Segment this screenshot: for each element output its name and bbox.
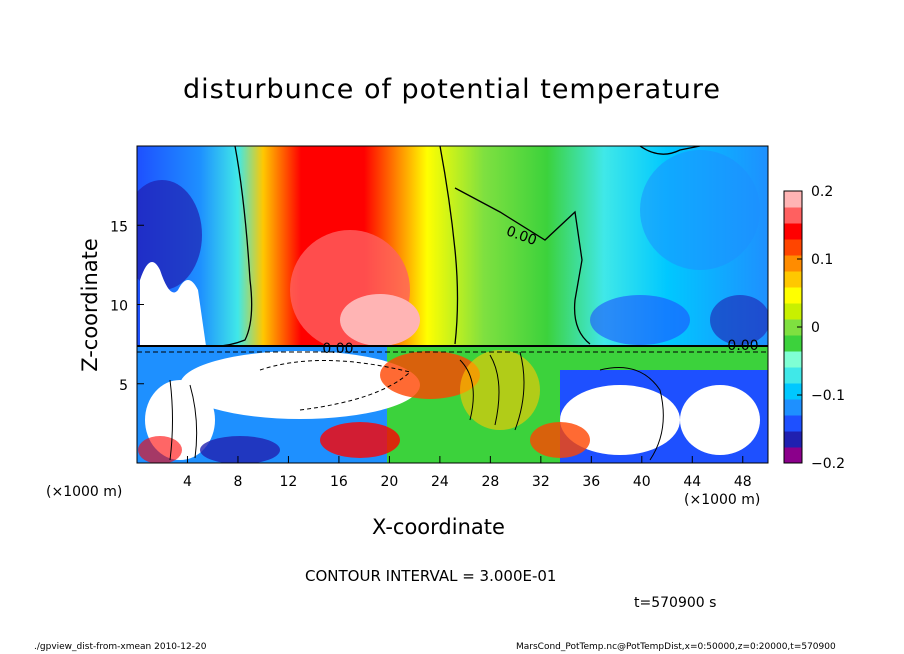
x-tick-label: 4 bbox=[183, 474, 192, 490]
y-tick-label: 15 bbox=[110, 219, 128, 235]
x-tick-label: 24 bbox=[431, 474, 449, 490]
x-tick-label: 32 bbox=[532, 474, 550, 490]
colorbar-tick-label: −0.2 bbox=[811, 456, 845, 472]
colorbar-tick-label: 0.2 bbox=[811, 184, 833, 200]
x-tick-label: 8 bbox=[233, 474, 242, 490]
x-tick-label: 36 bbox=[582, 474, 600, 490]
contour-label: 0.00 bbox=[727, 338, 758, 354]
colorbar-swatch bbox=[784, 383, 802, 400]
colorbar-tick-label: −0.1 bbox=[811, 388, 845, 404]
time-label: t=570900 s bbox=[634, 595, 717, 611]
colorbar-tick-label: 0 bbox=[811, 320, 820, 336]
chart-title: disturbunce of potential temperature bbox=[183, 74, 721, 105]
colorbar-swatch bbox=[784, 239, 802, 256]
colorbar-swatch bbox=[784, 287, 802, 304]
colorbar-swatch bbox=[784, 191, 802, 208]
x-axis: 4 8 12 16 20 24 28 32 36 40 44 48 bbox=[183, 456, 752, 490]
x-axis-label: X-coordinate bbox=[372, 515, 505, 539]
y-tick-label: 10 bbox=[110, 299, 128, 315]
x-unit-label-right: (×1000 m) bbox=[684, 492, 761, 508]
colorbar-swatch bbox=[784, 351, 802, 368]
colorbar-swatch bbox=[784, 415, 802, 432]
footer-dataset: MarsCond_PotTemp.nc@PotTempDist,x=0:5000… bbox=[516, 642, 836, 652]
x-tick-label: 12 bbox=[280, 474, 298, 490]
y-axis: 5 10 15 bbox=[110, 219, 144, 394]
colorbar: 0.2 0.1 0 −0.1 −0.2 bbox=[783, 184, 845, 472]
colorbar-swatch bbox=[784, 303, 802, 320]
x-unit-label-left: (×1000 m) bbox=[46, 484, 123, 500]
contour-interval-note: CONTOUR INTERVAL = 3.000E-01 bbox=[305, 567, 557, 585]
y-tick-label: 5 bbox=[119, 378, 128, 394]
colorbar-swatch bbox=[784, 207, 802, 224]
contour-label: 0.00 bbox=[322, 341, 353, 357]
x-tick-label: 44 bbox=[683, 474, 701, 490]
y-axis-label: Z-coordinate bbox=[78, 238, 102, 372]
colorbar-swatch bbox=[784, 447, 802, 464]
footer-command: ./gpview_dist-from-xmean 2010-12-20 bbox=[34, 642, 207, 652]
colorbar-swatch bbox=[784, 399, 802, 416]
colorbar-swatch bbox=[784, 335, 802, 352]
x-tick-label: 48 bbox=[734, 474, 752, 490]
colorbar-swatch bbox=[784, 223, 802, 240]
x-tick-label: 40 bbox=[633, 474, 651, 490]
x-tick-label: 28 bbox=[481, 474, 499, 490]
x-tick-label: 20 bbox=[380, 474, 398, 490]
colorbar-tick-label: 0.1 bbox=[811, 252, 833, 268]
colorbar-swatch bbox=[784, 255, 802, 272]
colorbar-swatch bbox=[784, 319, 802, 336]
heatmap-field bbox=[137, 146, 768, 463]
colorbar-swatch bbox=[784, 271, 802, 288]
x-tick-label: 16 bbox=[330, 474, 348, 490]
colorbar-swatch bbox=[784, 431, 802, 448]
colorbar-swatch bbox=[784, 367, 802, 384]
